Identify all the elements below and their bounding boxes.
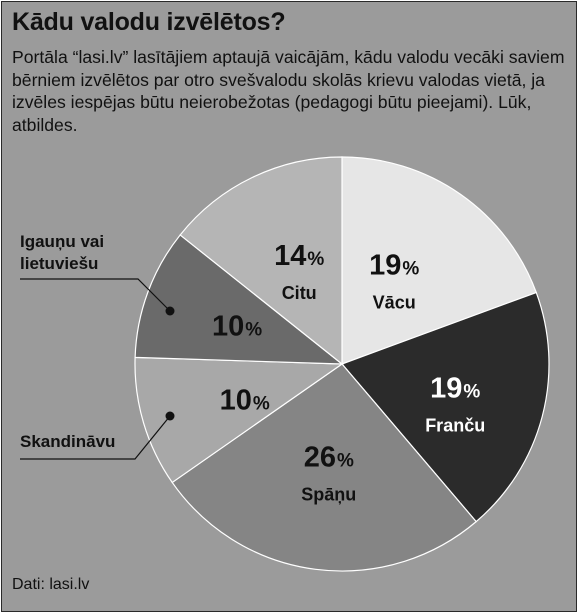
pie-slice-spanu bbox=[171, 363, 478, 572]
pct-label-skandinavu: 10% bbox=[220, 384, 270, 416]
pie-slice-citu bbox=[179, 156, 343, 366]
leader-line-igaunu-vai-lietuviesu bbox=[20, 278, 171, 312]
chart-title: Kādu valodu izvēlētos? bbox=[12, 8, 286, 36]
category-label-spanu: Spāņu bbox=[301, 485, 356, 505]
pie-slice-francu bbox=[340, 291, 550, 523]
pct-label-spanu: 26% bbox=[304, 442, 354, 474]
pie-slice-igaunu-vai-lietuviesu bbox=[134, 234, 344, 365]
callout-label-igaunu-vai-lietuviesu: Igauņu vai lietuviešu bbox=[20, 232, 104, 273]
pie-slice-skandinavu bbox=[134, 356, 344, 484]
pct-label-igaunu-vai-lietuviesu: 10% bbox=[212, 310, 262, 342]
pct-label-vacu: 19% bbox=[369, 250, 419, 282]
category-label-citu: Citu bbox=[282, 283, 317, 303]
leader-line-skandinavu bbox=[20, 415, 171, 460]
leader-dot-igaunu-vai-lietuviesu bbox=[165, 306, 175, 316]
data-source: Dati: lasi.lv bbox=[12, 576, 90, 593]
pct-label-citu: 14% bbox=[274, 240, 324, 272]
pct-label-francu: 19% bbox=[430, 372, 480, 404]
callout-igaunu-vai-lietuviesu: Igauņu vai lietuviešu bbox=[20, 232, 175, 316]
leader-dot-skandinavu bbox=[165, 411, 175, 421]
callout-skandinavu: Skandināvu bbox=[20, 411, 175, 460]
category-label-francu: Franču bbox=[425, 415, 485, 435]
chart-subtitle: Portāla “lasi.lv” lasītājiem aptaujā vai… bbox=[12, 47, 565, 135]
callout-label-skandinavu: Skandināvu bbox=[20, 432, 115, 451]
category-label-vacu: Vācu bbox=[373, 293, 416, 313]
pie-slice-vacu bbox=[341, 156, 538, 365]
